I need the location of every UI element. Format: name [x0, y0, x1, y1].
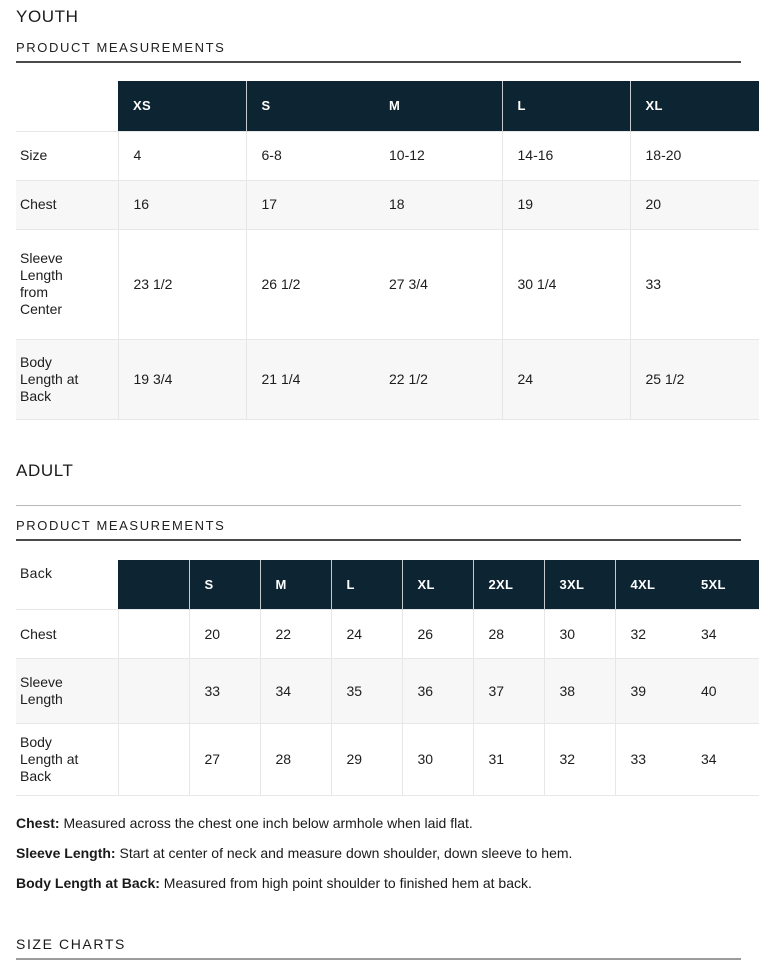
measurement-value: 10-12 [374, 130, 502, 180]
measurement-notes: Chest: Measured across the chest one inc… [16, 813, 741, 893]
row-label: Body Length at Back [16, 338, 118, 420]
measurement-value: 34 [259, 658, 331, 724]
measurement-value: 34 [686, 723, 759, 796]
measurement-value: 30 [543, 609, 615, 659]
measurement-value: 24 [330, 609, 402, 659]
measurement-value: 31 [472, 723, 544, 796]
measurement-value: 30 [401, 723, 473, 796]
measurement-value: 25 1/2 [629, 338, 759, 420]
measurement-value: 32 [614, 609, 686, 659]
measurement-value: 27 [188, 723, 260, 796]
measurement-value [117, 609, 189, 659]
measurement-value: 19 [501, 179, 630, 229]
measurement-value: 18 [374, 179, 502, 229]
youth-section-heading: YOUTH [16, 7, 79, 26]
column-header-m: M [374, 81, 502, 131]
measurement-value: 38 [543, 658, 615, 724]
note-sleeve-length-term: Sleeve Length: [16, 845, 116, 861]
column-header-2xl: 2XL [472, 559, 544, 610]
row-label: Size [16, 130, 118, 180]
note-chest-definition: Measured across the chest one inch below… [63, 815, 473, 831]
row-label: Chest [16, 609, 118, 659]
note-chest-term: Chest: [16, 815, 60, 831]
measurement-value: 36 [401, 658, 473, 724]
column-header-xl: XL [401, 559, 473, 610]
adult-section-heading: ADULT [16, 460, 74, 480]
measurement-value: 21 1/4 [245, 338, 374, 420]
measurement-value: 35 [330, 658, 402, 724]
column-header-m: M [259, 559, 331, 610]
measurement-value: 28 [472, 609, 544, 659]
column-header-l: L [330, 559, 402, 610]
table-row: Body Length at Back 19 3/4 21 1/4 22 1/2 24 2… [16, 338, 759, 420]
measurement-value: 33 [629, 228, 759, 339]
table-row: Sleeve Length from Center 23 1/2 26 1/2 27 … [16, 228, 759, 339]
measurement-value: 20 [188, 609, 260, 659]
column-header-3xl: 3XL [543, 559, 615, 610]
measurement-value: 24 [501, 338, 630, 420]
size-header-row: XS S M L XL [16, 81, 759, 131]
measurement-value: 20 [629, 179, 759, 229]
row-label: Body Length at Back [16, 723, 118, 796]
adult-measurements-table: Back S M L XL 2XL 3XL 4XL 5XL Chest 20 22 24 26 28 30 32… [16, 559, 759, 796]
measurement-value: 4 [117, 130, 246, 180]
measurement-value: 18-20 [629, 130, 759, 180]
measurement-value [117, 723, 189, 796]
row-label: Sleeve Length from Center [16, 228, 118, 339]
measurement-value: 29 [330, 723, 402, 796]
youth-measurements-table: XS S M L XL Size 4 6-8 10-12 14-16 18-20 Chest 16 17 1… [16, 81, 759, 420]
column-header-empty [118, 559, 189, 610]
measurement-value: 22 1/2 [374, 338, 502, 420]
table-row: Chest 20 22 24 26 28 30 32 34 [16, 609, 759, 659]
measurement-value: 26 1/2 [245, 228, 374, 339]
measurement-value: 19 3/4 [117, 338, 246, 420]
measurement-value: 34 [686, 609, 759, 659]
column-header-4xl: 4XL [614, 559, 686, 610]
measurement-value: 26 [401, 609, 473, 659]
section-divider [16, 504, 741, 506]
table-row: Size 4 6-8 10-12 14-16 18-20 [16, 130, 759, 180]
size-charts-heading: SIZE CHARTS [16, 936, 741, 960]
measurement-value: 22 [259, 609, 331, 659]
measurement-value: 17 [245, 179, 374, 229]
adult-product-measurements-heading: PRODUCT MEASUREMENTS [16, 517, 741, 541]
table-row: Body Length at Back 27 28 29 30 31 32 33 34 [16, 723, 759, 796]
measurement-value: 6-8 [245, 130, 374, 180]
size-header-row: Back S M L XL 2XL 3XL 4XL 5XL [16, 559, 759, 610]
measurement-value: 16 [117, 179, 246, 229]
measurement-value: 30 1/4 [501, 228, 630, 339]
table-row: Sleeve Length 33 34 35 36 37 38 39 40 [16, 658, 759, 724]
column-header-s: S [245, 81, 374, 131]
note-sleeve-length-definition: Start at center of neck and measure down… [119, 845, 573, 861]
corner-cell: Back [16, 559, 118, 610]
measurement-value: 27 3/4 [374, 228, 502, 339]
measurement-value [117, 658, 189, 724]
measurement-value: 14-16 [501, 130, 630, 180]
note-body-length-term: Body Length at Back: [16, 875, 160, 891]
column-header-l: L [501, 81, 630, 131]
column-header-5xl: 5XL [686, 559, 759, 610]
note-sleeve-length: Sleeve Length: Start at center of neck a… [16, 843, 741, 863]
measurement-value: 32 [543, 723, 615, 796]
column-header-s: S [188, 559, 260, 610]
measurement-value: 40 [686, 658, 759, 724]
measurement-value: 33 [188, 658, 260, 724]
column-header-xl: XL [629, 81, 759, 131]
column-header-xs: XS [118, 81, 246, 131]
measurement-value: 33 [614, 723, 686, 796]
row-label: Chest [16, 179, 118, 229]
measurement-value: 37 [472, 658, 544, 724]
measurement-value: 28 [259, 723, 331, 796]
note-body-length-definition: Measured from high point shoulder to fin… [163, 875, 532, 891]
corner-cell [16, 81, 118, 131]
measurement-value: 23 1/2 [117, 228, 246, 339]
youth-product-measurements-heading: PRODUCT MEASUREMENTS [16, 39, 741, 63]
table-row: Chest 16 17 18 19 20 [16, 179, 759, 229]
measurement-value: 39 [614, 658, 686, 724]
note-body-length: Body Length at Back: Measured from high … [16, 873, 741, 893]
note-chest: Chest: Measured across the chest one inc… [16, 813, 741, 833]
row-label: Sleeve Length [16, 658, 118, 724]
